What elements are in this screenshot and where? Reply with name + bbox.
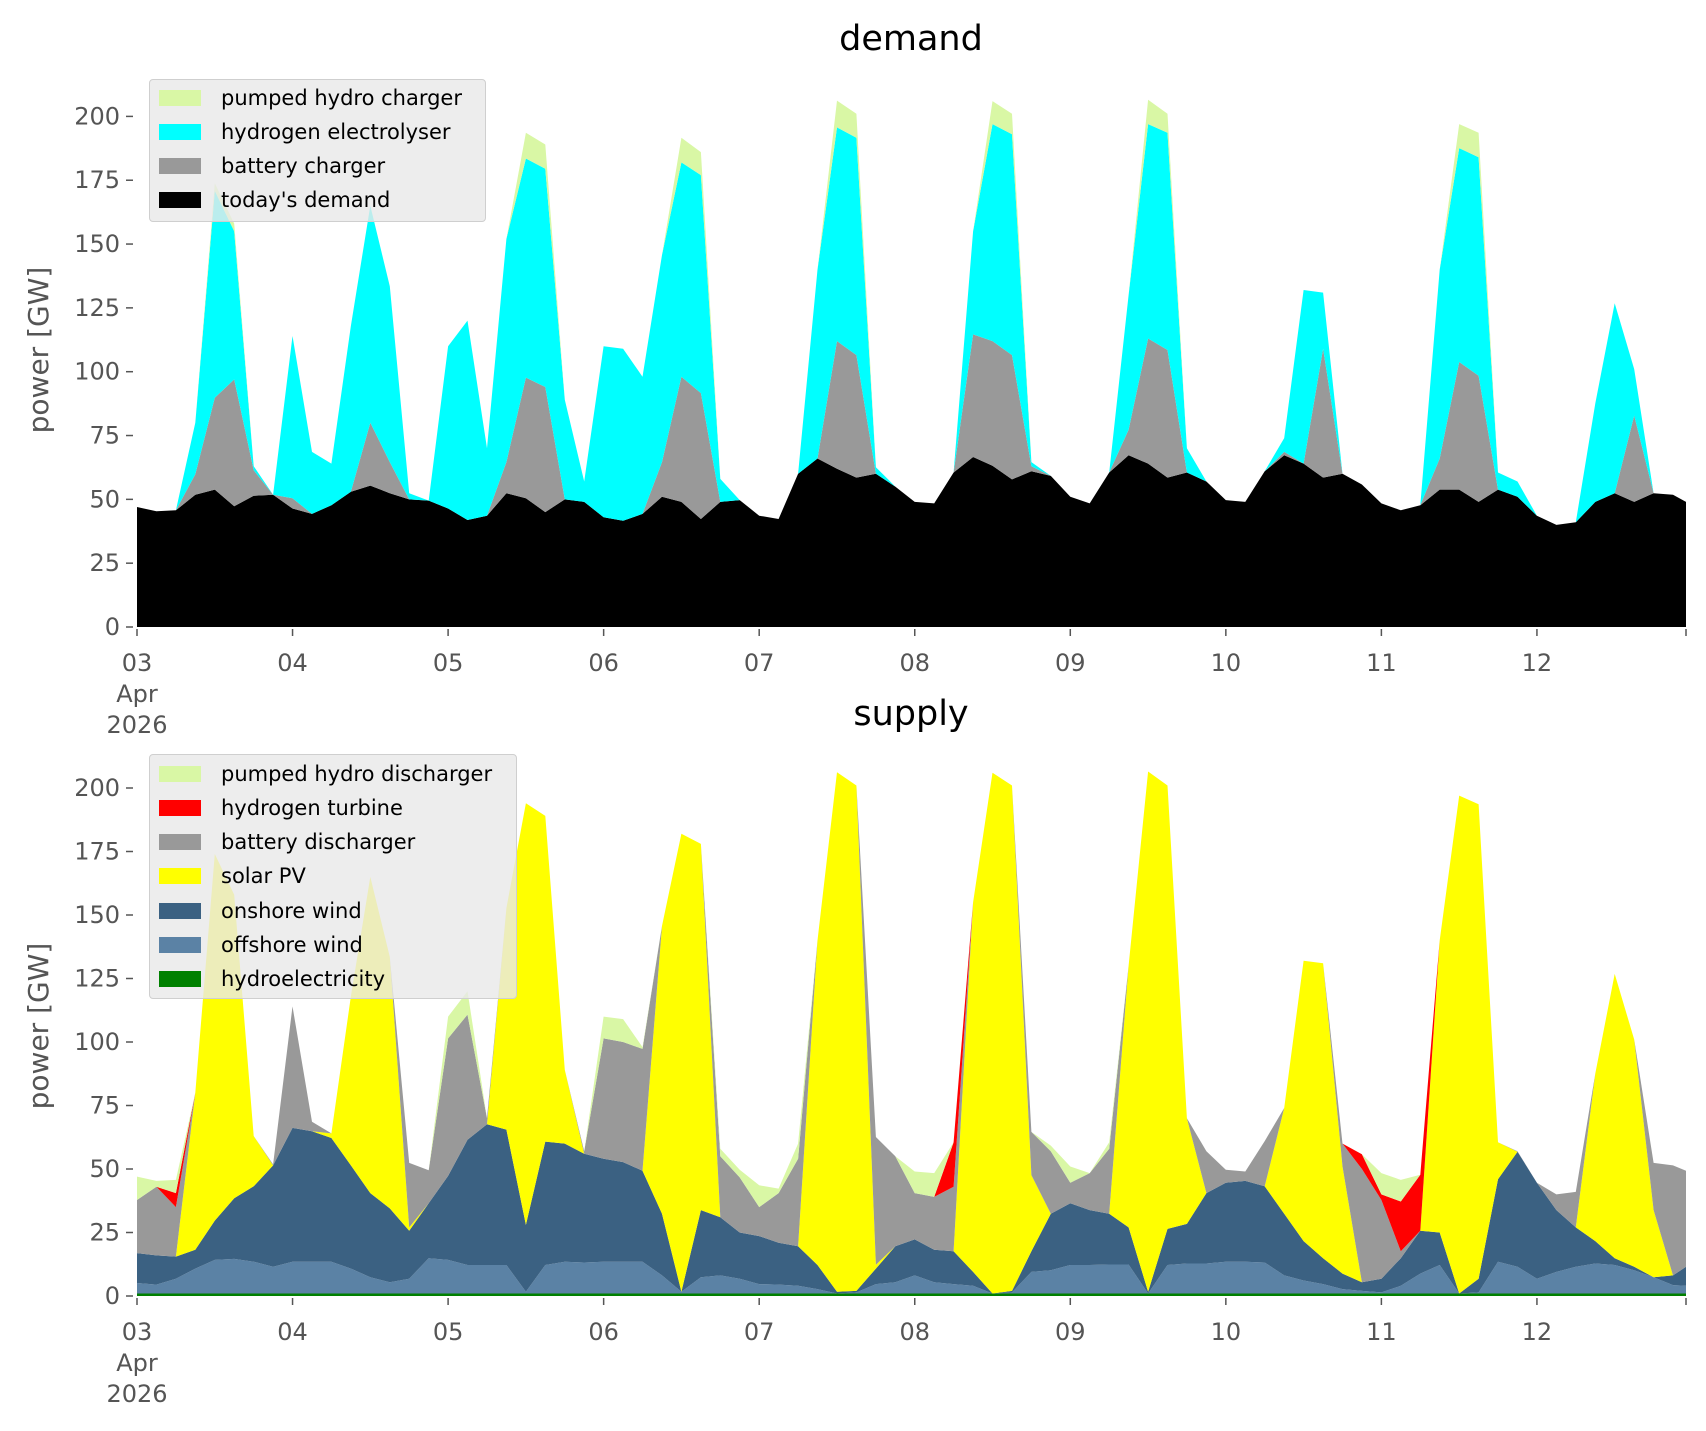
- legend-item-todays-demand: today's demand: [150, 183, 487, 217]
- demand-y-axis-label: power [GW]: [22, 267, 55, 434]
- x-tick-label: 08: [899, 1318, 930, 1346]
- demand-chart: 0 25 50 75 100 125 150 175 200 03 Apr 2026 04 05 06 07 0…: [22, 19, 1687, 739]
- area-today-s-demand: [137, 455, 1686, 627]
- legend-label: hydrogen turbine: [221, 796, 403, 820]
- x-tick-label: 10: [1211, 1318, 1242, 1346]
- x-tick-label: 06: [588, 649, 619, 677]
- legend-swatch: [159, 192, 201, 208]
- legend-label: offshore wind: [221, 933, 363, 957]
- supply-chart-title: supply: [853, 694, 968, 734]
- demand-legend: pumped hydro charger hydrogen electrolys…: [149, 79, 486, 222]
- y-tick-label: 0: [105, 613, 120, 641]
- x-tick-label: 06: [588, 1318, 619, 1346]
- x-tick-label: 12: [1522, 649, 1553, 677]
- legend-swatch: [159, 158, 201, 174]
- y-tick-label: 125: [74, 294, 120, 322]
- legend-swatch: [159, 766, 201, 782]
- legend-swatch: [159, 834, 201, 850]
- x-tick-label: 2026: [106, 1380, 167, 1408]
- area-hydroelectricity: [137, 1293, 1686, 1296]
- x-tick-label: 05: [433, 649, 464, 677]
- supply-areas: [137, 771, 1686, 1296]
- area-solar-pv: [137, 771, 1686, 1294]
- area-hydrogen-electrolyser: [137, 124, 1686, 525]
- x-tick-label: Apr: [116, 680, 158, 708]
- legend-item-solar-pv: solar PV: [150, 859, 518, 893]
- y-tick-label: 175: [74, 838, 120, 866]
- x-tick-label: 05: [433, 1318, 464, 1346]
- legend-swatch: [159, 868, 201, 884]
- legend-swatch: [159, 90, 201, 106]
- legend-swatch: [159, 800, 201, 816]
- x-tick-label: 12: [1522, 1318, 1553, 1346]
- area-onshore-wind: [137, 1124, 1686, 1294]
- legend-swatch: [159, 937, 201, 953]
- x-tick-label: 10: [1211, 649, 1242, 677]
- legend-label: pumped hydro charger: [221, 86, 462, 110]
- supply-chart: 0 25 50 75 100 125 150 175 200 03 Apr 2026 04 05 06 07 0…: [22, 694, 1687, 1408]
- legend-item-pumped-hydro-discharger: pumped hydro discharger: [150, 757, 518, 791]
- x-tick-label: 04: [277, 1318, 308, 1346]
- legend-swatch: [159, 971, 201, 987]
- demand-axes: 0 25 50 75 100 125 150 175 200 03 Apr 2026 04 05 06 07 0…: [74, 102, 1687, 739]
- legend-item-offshore-wind: offshore wind: [150, 928, 518, 962]
- demand-chart-title: demand: [839, 19, 983, 59]
- y-tick-label: 25: [89, 1219, 120, 1247]
- x-tick-label: 03: [122, 1318, 153, 1346]
- x-tick-label: 07: [744, 649, 775, 677]
- x-tick-label: 09: [1055, 649, 1086, 677]
- y-tick-label: 75: [89, 422, 120, 450]
- legend-item-onshore-wind: onshore wind: [150, 894, 518, 928]
- demand-areas: [137, 99, 1686, 627]
- legend-item-hydroelectricity: hydroelectricity: [150, 962, 518, 996]
- legend-item-hydrogen-electrolyser: hydrogen electrolyser: [150, 115, 487, 149]
- x-tick-label: 2026: [106, 711, 167, 739]
- area-battery-charger: [137, 334, 1686, 525]
- y-tick-label: 175: [74, 166, 120, 194]
- supply-axes: 0 25 50 75 100 125 150 175 200 03 Apr 2026 04 05 06 07 0…: [74, 774, 1687, 1408]
- legend-swatch: [159, 903, 201, 919]
- y-tick-label: 150: [74, 901, 120, 929]
- legend-label: battery charger: [221, 154, 386, 178]
- x-tick-label: 03: [122, 649, 153, 677]
- legend-label: today's demand: [221, 188, 391, 212]
- x-tick-label: 11: [1366, 649, 1397, 677]
- legend-item-battery-discharger: battery discharger: [150, 825, 518, 859]
- x-tick-label: Apr: [116, 1349, 158, 1377]
- legend-label: onshore wind: [221, 899, 362, 923]
- x-tick-label: 07: [744, 1318, 775, 1346]
- y-tick-label: 100: [74, 1028, 120, 1056]
- y-tick-label: 125: [74, 965, 120, 993]
- y-tick-label: 200: [74, 102, 120, 130]
- x-tick-label: 09: [1055, 1318, 1086, 1346]
- y-tick-label: 200: [74, 774, 120, 802]
- y-tick-label: 25: [89, 549, 120, 577]
- y-tick-label: 50: [89, 485, 120, 513]
- legend-label: battery discharger: [221, 830, 416, 854]
- x-tick-label: 11: [1366, 1318, 1397, 1346]
- y-tick-label: 0: [105, 1282, 120, 1310]
- legend-label: pumped hydro discharger: [221, 762, 493, 786]
- y-tick-label: 75: [89, 1092, 120, 1120]
- y-tick-label: 50: [89, 1155, 120, 1183]
- y-tick-label: 100: [74, 358, 120, 386]
- legend-item-pumped-hydro-charger: pumped hydro charger: [150, 81, 487, 115]
- legend-swatch: [159, 124, 201, 140]
- legend-item-battery-charger: battery charger: [150, 149, 487, 183]
- legend-label: hydroelectricity: [221, 967, 386, 991]
- y-tick-label: 150: [74, 230, 120, 258]
- x-tick-label: 08: [899, 649, 930, 677]
- x-tick-label: 04: [277, 649, 308, 677]
- supply-legend: pumped hydro discharger hydrogen turbine…: [149, 754, 517, 999]
- legend-label: hydrogen electrolyser: [221, 120, 451, 144]
- supply-y-axis-label: power [GW]: [22, 943, 55, 1110]
- area-offshore-wind: [137, 1258, 1686, 1294]
- legend-label: solar PV: [221, 864, 306, 888]
- legend-item-hydrogen-turbine: hydrogen turbine: [150, 791, 518, 825]
